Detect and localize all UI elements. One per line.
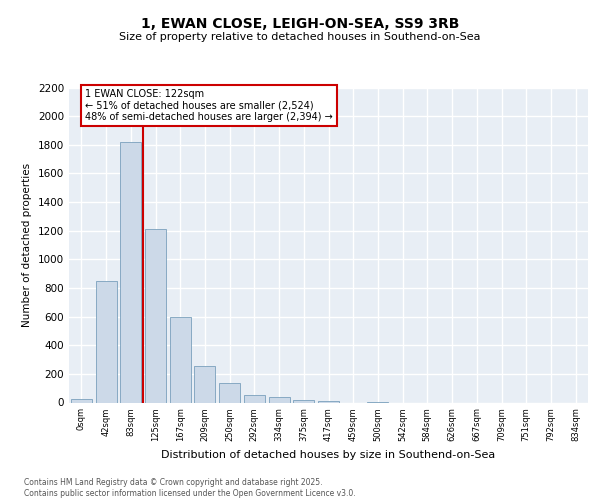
Bar [219, 383, 240, 402]
Bar [244, 394, 265, 402]
Bar [293, 400, 314, 402]
Bar [95, 281, 116, 402]
Bar [318, 401, 339, 402]
X-axis label: Distribution of detached houses by size in Southend-on-Sea: Distribution of detached houses by size … [161, 450, 496, 460]
Bar [170, 316, 191, 402]
Text: 1 EWAN CLOSE: 122sqm
← 51% of detached houses are smaller (2,524)
48% of semi-de: 1 EWAN CLOSE: 122sqm ← 51% of detached h… [85, 89, 333, 122]
Y-axis label: Number of detached properties: Number of detached properties [22, 163, 32, 327]
Bar [269, 398, 290, 402]
Text: Contains HM Land Registry data © Crown copyright and database right 2025.
Contai: Contains HM Land Registry data © Crown c… [24, 478, 356, 498]
Text: 1, EWAN CLOSE, LEIGH-ON-SEA, SS9 3RB: 1, EWAN CLOSE, LEIGH-ON-SEA, SS9 3RB [141, 18, 459, 32]
Bar [145, 229, 166, 402]
Bar [120, 142, 141, 403]
Text: Size of property relative to detached houses in Southend-on-Sea: Size of property relative to detached ho… [119, 32, 481, 42]
Bar [194, 366, 215, 403]
Bar [71, 399, 92, 402]
